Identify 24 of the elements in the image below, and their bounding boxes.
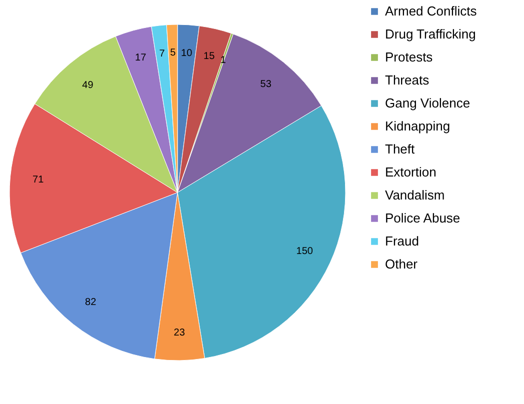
legend-label: Threats [385, 72, 430, 88]
legend-label: Other [385, 256, 418, 272]
data-label: 10 [181, 48, 193, 59]
legend-label: Fraud [385, 234, 419, 248]
legend-label: Police Abuse [385, 210, 460, 226]
data-label: 53 [260, 78, 272, 90]
data-label: 71 [32, 174, 44, 186]
data-label: 1 [220, 55, 226, 66]
data-label: 7 [159, 48, 166, 60]
legend-label: Kidnapping [385, 118, 450, 134]
legend-label: Drug Trafficking [385, 26, 476, 42]
data-label: 17 [135, 52, 147, 64]
data-label: 49 [82, 80, 94, 92]
data-label: 15 [204, 51, 216, 62]
data-label: 82 [85, 297, 97, 308]
legend-label: Vandalism [385, 188, 445, 202]
legend-label: Extortion [385, 164, 436, 180]
data-label: 5 [170, 48, 176, 59]
legend-label: Protests [385, 50, 434, 64]
data-label: 150 [296, 246, 314, 258]
legend-label: Theft [385, 142, 416, 156]
legend-label: Gang Violence [385, 96, 470, 110]
legend-label: Armed Conflicts [385, 4, 478, 18]
data-label: 23 [174, 327, 186, 338]
